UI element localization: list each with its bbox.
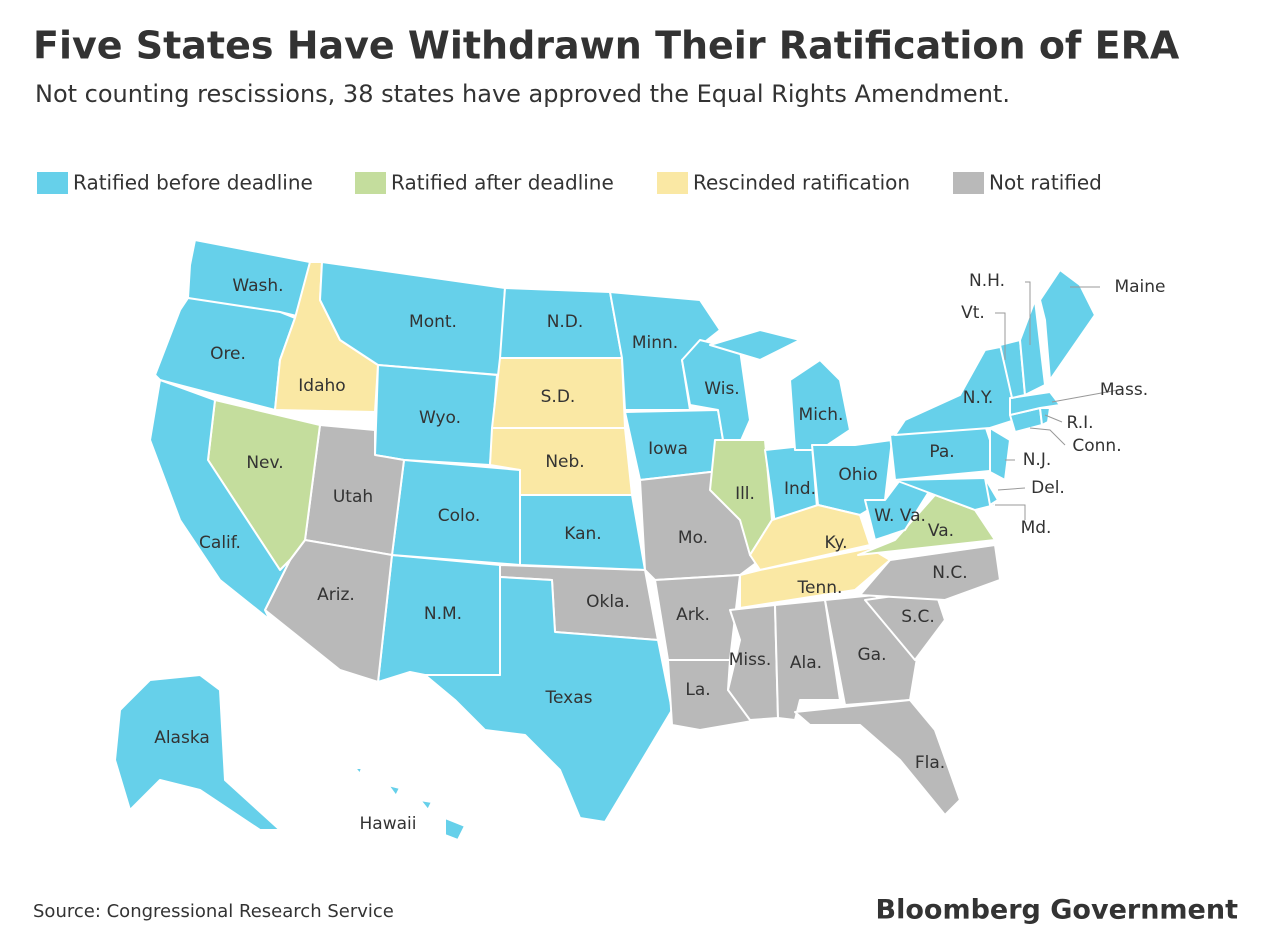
state-label: N.M. bbox=[424, 604, 462, 624]
state-label: Mo. bbox=[678, 528, 708, 548]
legend-swatch bbox=[657, 172, 688, 194]
state-label: R.I. bbox=[1066, 413, 1093, 433]
state-label: N.D. bbox=[547, 312, 584, 332]
state-label: Md. bbox=[1021, 518, 1052, 538]
state-label: Ore. bbox=[210, 344, 246, 364]
state bbox=[794, 699, 961, 816]
state-label: La. bbox=[685, 680, 710, 700]
state-label: Ark. bbox=[676, 605, 710, 625]
state-label: Alaska bbox=[154, 728, 210, 748]
state-label: N.H. bbox=[969, 271, 1005, 291]
subtitle: Not counting rescissions, 38 states have… bbox=[35, 80, 1010, 108]
leader bbox=[1029, 427, 1066, 446]
state-label: Ala. bbox=[790, 653, 822, 673]
state-label: Texas bbox=[545, 688, 593, 708]
state-label: Iowa bbox=[648, 439, 688, 459]
leader bbox=[995, 504, 1026, 520]
state-label: Ky. bbox=[825, 533, 848, 553]
state-label: Ill. bbox=[735, 484, 755, 504]
state bbox=[894, 344, 1016, 436]
leader bbox=[995, 312, 1006, 360]
legend-label: Rescinded ratification bbox=[693, 171, 910, 195]
state-label: N.C. bbox=[932, 563, 967, 583]
state-label: Neb. bbox=[545, 452, 584, 472]
state-label: Minn. bbox=[632, 333, 678, 353]
state bbox=[859, 544, 1001, 601]
legend-label: Not ratified bbox=[989, 171, 1102, 195]
leader bbox=[997, 487, 1026, 491]
state-label: Idaho bbox=[298, 376, 345, 396]
state-label: N.Y. bbox=[963, 388, 993, 408]
legend-swatch bbox=[355, 172, 386, 194]
state bbox=[114, 674, 281, 831]
leader-lines bbox=[995, 281, 1119, 520]
state-label: Miss. bbox=[729, 650, 772, 670]
brand: Bloomberg Government bbox=[876, 895, 1239, 926]
legend-swatch bbox=[37, 172, 68, 194]
state-label: Nev. bbox=[246, 453, 283, 473]
legend: Ratified before deadline Ratified after d… bbox=[37, 171, 1102, 195]
state-label: Ariz. bbox=[317, 585, 355, 605]
leader bbox=[1044, 414, 1063, 423]
state-label: Okla. bbox=[586, 592, 630, 612]
state bbox=[1019, 299, 1046, 396]
state bbox=[989, 427, 1011, 481]
state-label: Wash. bbox=[232, 276, 283, 296]
state-label: Wyo. bbox=[419, 408, 461, 428]
state bbox=[1009, 391, 1061, 416]
state-label: Maine bbox=[1114, 277, 1165, 297]
state-label: Mass. bbox=[1100, 380, 1148, 400]
state-label: N.J. bbox=[1023, 450, 1052, 470]
state-label: Hawaii bbox=[360, 814, 417, 834]
state-label: Wis. bbox=[704, 379, 739, 399]
state-label: Pa. bbox=[929, 442, 954, 462]
state bbox=[984, 477, 999, 506]
state-label: Conn. bbox=[1072, 436, 1121, 456]
state-label: Tenn. bbox=[797, 578, 843, 598]
state bbox=[894, 477, 996, 511]
state-label: Ohio bbox=[838, 465, 877, 485]
state-label: S.D. bbox=[541, 387, 576, 407]
state bbox=[424, 576, 673, 823]
state-label: Ind. bbox=[784, 479, 816, 499]
state-label: S.C. bbox=[901, 607, 934, 627]
state-label: Colo. bbox=[438, 506, 481, 526]
title: Five States Have Withdrawn Their Ratific… bbox=[33, 24, 1180, 68]
state bbox=[354, 767, 466, 841]
leader bbox=[1051, 389, 1119, 403]
state-label: Vt. bbox=[961, 303, 985, 323]
state bbox=[1039, 269, 1096, 381]
legend-label: Ratified after deadline bbox=[391, 171, 614, 195]
state-label: Kan. bbox=[564, 524, 601, 544]
state bbox=[149, 379, 291, 621]
state-label: Mich. bbox=[799, 405, 844, 425]
legend-swatch bbox=[953, 172, 984, 194]
states bbox=[114, 239, 1096, 841]
source: Source: Congressional Research Service bbox=[33, 901, 394, 922]
state-label: Fla. bbox=[915, 753, 945, 773]
leader bbox=[1025, 281, 1031, 345]
state bbox=[709, 329, 851, 451]
state-label: Mont. bbox=[409, 312, 457, 332]
state-label: Va. bbox=[928, 521, 954, 541]
state-label: Calif. bbox=[199, 533, 241, 553]
state-label: Del. bbox=[1031, 478, 1065, 498]
legend-label: Ratified before deadline bbox=[73, 171, 313, 195]
state-label: Utah bbox=[333, 487, 373, 507]
state-label: W. Va. bbox=[874, 506, 926, 526]
state-label: Ga. bbox=[858, 645, 887, 665]
state-labels: Wash. Ore. Idaho Mont. Wyo. N.D. S.D. Neb. Kan. O… bbox=[154, 271, 1165, 834]
